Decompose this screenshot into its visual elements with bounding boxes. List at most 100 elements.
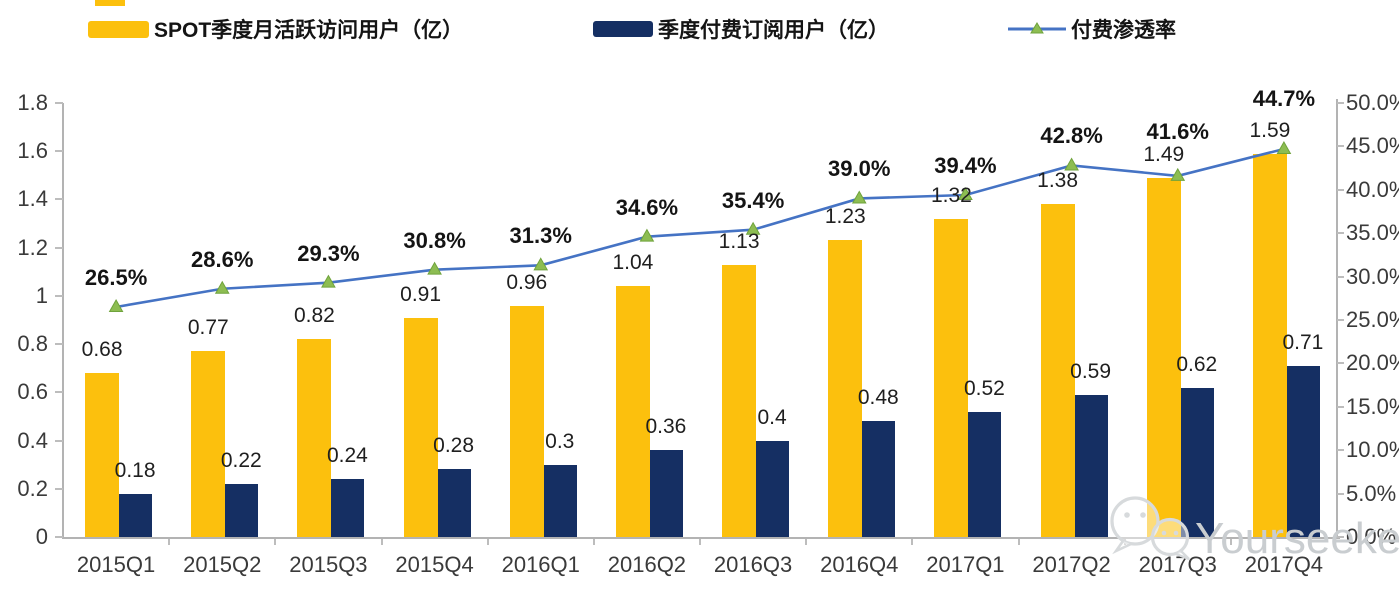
- left-axis-tick: [55, 198, 63, 201]
- bar-subscribers: [225, 483, 259, 537]
- x-axis-category-label: 2017Q2: [1032, 552, 1111, 577]
- right-axis-tick-label: 20.0%: [1346, 350, 1399, 376]
- legend-item-subs: 季度付费订阅用户（亿）: [593, 16, 889, 42]
- penetration-label: 39.4%: [934, 153, 997, 178]
- bar-label-mau: 0.77: [187, 316, 229, 340]
- bar-mau: [85, 373, 120, 537]
- right-axis-tick-label: 50.0%: [1346, 90, 1399, 115]
- penetration-label: 28.6%: [191, 246, 254, 272]
- penetration-label: 35.4%: [721, 187, 785, 213]
- right-axis-tick: [1337, 145, 1344, 148]
- bar-label-subscribers: 0.28: [433, 434, 475, 458]
- bar-label-subscribers: 0.52: [963, 376, 1005, 400]
- right-axis-tick: [1337, 232, 1344, 235]
- bar-mau: [403, 317, 438, 537]
- right-axis-tick-label: 10.0%: [1346, 437, 1399, 463]
- legend-swatch-subs: [593, 21, 653, 37]
- left-axis-tick-label: 1.4: [17, 186, 48, 212]
- left-axis-line: [62, 103, 64, 539]
- right-axis-tick: [1337, 536, 1344, 538]
- x-axis-tick: [274, 539, 277, 545]
- bar-subscribers: [543, 464, 577, 537]
- x-axis-category-label: 2017Q1: [926, 552, 1005, 577]
- left-axis-tick-label: 1.8: [17, 90, 48, 115]
- penetration-marker-triangle: [533, 257, 549, 271]
- penetration-label: 44.7%: [1252, 86, 1316, 111]
- bar-label-mau: 0.91: [400, 282, 442, 306]
- legend-swatch-mau: [88, 20, 149, 38]
- penetration-marker-triangle: [108, 298, 124, 312]
- left-axis-tick-label: 0.8: [17, 331, 48, 357]
- right-axis-tick: [1337, 188, 1344, 191]
- right-axis-tick-label: 0.0%: [1346, 524, 1397, 549]
- left-axis-tick-label: 1: [35, 282, 48, 308]
- left-axis-tick-label: 0.2: [17, 475, 48, 501]
- bar-subscribers: [119, 493, 153, 537]
- bar-label-mau: 1.49: [1143, 142, 1185, 166]
- left-axis-tick: [55, 536, 63, 538]
- left-axis-tick: [55, 102, 63, 104]
- penetration-label: 31.3%: [509, 223, 572, 249]
- bar-label-subscribers: 0.4: [757, 405, 787, 429]
- bar-label-subscribers: 0.71: [1282, 330, 1324, 354]
- right-axis-tick-label: 40.0%: [1346, 176, 1399, 202]
- bar-label-subscribers: 0.3: [545, 429, 575, 453]
- bar-mau: [509, 305, 544, 537]
- legend-line-sample: [1008, 22, 1066, 34]
- penetration-label: 34.6%: [615, 194, 679, 220]
- left-axis-tick: [55, 439, 63, 442]
- penetration-label: 30.8%: [403, 227, 466, 253]
- bar-subscribers: [331, 479, 365, 537]
- x-axis-category-label: 2015Q4: [395, 552, 474, 577]
- x-axis-tick: [805, 539, 808, 545]
- penetration-marker-triangle: [639, 228, 655, 242]
- left-axis-tick: [55, 150, 63, 153]
- wechat-icon: [1110, 496, 1190, 561]
- x-axis-tick: [168, 539, 171, 545]
- penetration-label: 26.5%: [84, 264, 148, 290]
- x-axis-category-label: 2015Q2: [183, 552, 262, 577]
- x-axis-category-label: 2016Q4: [820, 552, 899, 577]
- penetration-label: 29.3%: [297, 240, 360, 266]
- right-axis-tick-label: 5.0%: [1346, 480, 1397, 506]
- left-axis-tick-label: 0: [35, 524, 48, 549]
- penetration-label: 39.0%: [828, 156, 891, 182]
- x-axis-tick: [1229, 539, 1232, 545]
- bar-label-mau: 1.59: [1249, 118, 1291, 142]
- bar-label-mau: 1.13: [718, 229, 760, 253]
- legend-item-penetration: 付费渗透率: [1008, 16, 1176, 42]
- bar-label-subscribers: 0.22: [220, 448, 262, 472]
- bar-label-mau: 0.96: [506, 270, 548, 294]
- watermark: Yourseeker: [1110, 496, 1399, 563]
- penetration-marker-triangle: [1276, 140, 1292, 155]
- bar-mau: [191, 351, 226, 537]
- bar-label-mau: 1.04: [612, 251, 654, 275]
- bar-label-subscribers: 0.36: [645, 415, 687, 439]
- right-axis-tick: [1337, 275, 1344, 278]
- penetration-marker-triangle: [321, 274, 336, 288]
- right-axis-tick: [1337, 362, 1344, 365]
- right-axis-tick-label: 30.0%: [1346, 263, 1399, 289]
- x-axis-category-label: 2015Q3: [289, 552, 368, 577]
- bar-label-subscribers: 0.48: [857, 386, 899, 410]
- penetration-marker-triangle: [214, 280, 230, 294]
- penetration-marker-triangle: [427, 261, 442, 275]
- bar-subscribers: [862, 421, 896, 537]
- legend-label-penetration: 付费渗透率: [1071, 19, 1176, 42]
- right-axis-tick-label: 15.0%: [1346, 393, 1399, 419]
- left-axis-tick-label: 1.2: [17, 234, 48, 260]
- x-axis-tick: [592, 539, 595, 545]
- left-axis-tick: [55, 343, 63, 346]
- legend-item-mau: SPOT季度月活跃访问用户（亿）: [88, 16, 463, 42]
- wechat-icon-eyes: [1124, 512, 1179, 536]
- watermark-text: Yourseeker: [1195, 514, 1399, 563]
- right-axis-tick-label: 45.0%: [1346, 133, 1399, 159]
- right-axis-tick: [1337, 102, 1344, 104]
- right-axis-tick: [1337, 492, 1344, 495]
- legend-label-mau: SPOT季度月活跃访问用户（亿）: [154, 19, 464, 42]
- cropped-yellow-fragment: [95, 0, 125, 6]
- x-axis-category-label: 2016Q1: [501, 552, 580, 577]
- right-axis-tick-label: 25.0%: [1346, 307, 1399, 332]
- right-axis-tick-label: 35.0%: [1346, 220, 1399, 246]
